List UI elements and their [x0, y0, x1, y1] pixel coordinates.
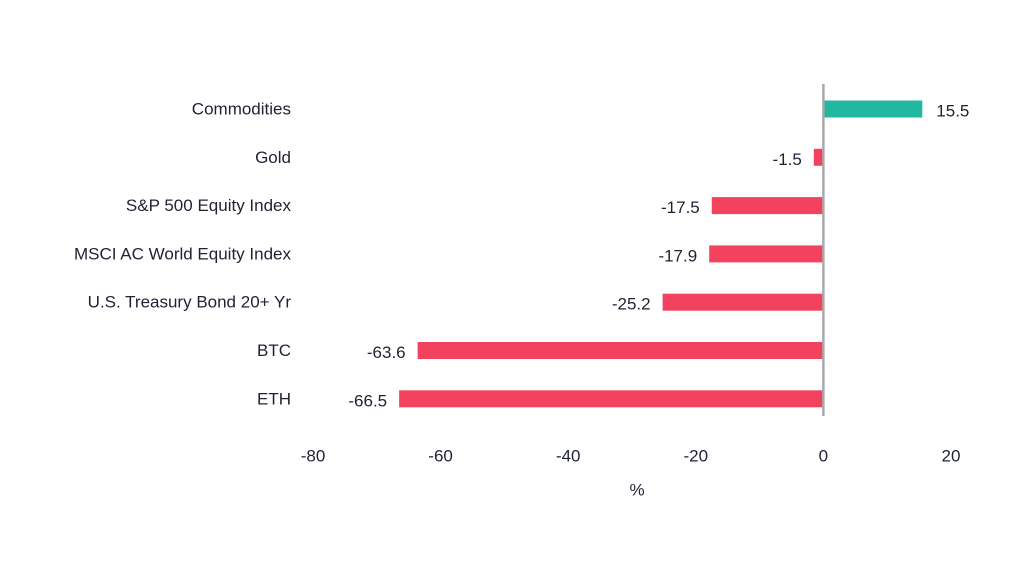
- x-tick-labels: -80 -60 -40 -20 0 20: [301, 447, 961, 466]
- x-tick-label: -40: [556, 447, 581, 466]
- category-label: Gold: [255, 148, 291, 167]
- data-label: -63.6: [367, 343, 406, 362]
- category-label: ETH: [257, 389, 291, 408]
- category-label: Commodities: [192, 100, 291, 119]
- x-tick-label: 0: [819, 447, 828, 466]
- data-label: -66.5: [348, 391, 387, 410]
- x-tick-label: 20: [942, 447, 961, 466]
- bars-layer: [399, 100, 923, 408]
- bar: [399, 390, 824, 408]
- bar: [711, 197, 824, 215]
- value-labels: 15.5 -1.5 -17.5 -17.9 -25.2 -63.6 -66.5: [348, 102, 969, 411]
- x-tick-label: -20: [684, 447, 709, 466]
- x-tick-label: -60: [428, 447, 453, 466]
- bar: [823, 100, 923, 118]
- x-tick-label: -80: [301, 447, 326, 466]
- bar: [709, 245, 824, 263]
- data-label: 15.5: [936, 102, 969, 121]
- bar: [813, 148, 824, 166]
- bar: [417, 342, 824, 359]
- data-label: -1.5: [773, 150, 802, 169]
- bar: [662, 293, 824, 311]
- category-label: BTC: [257, 341, 291, 360]
- category-label: S&P 500 Equity Index: [126, 196, 292, 215]
- x-axis-title: %: [629, 481, 644, 500]
- data-label: -25.2: [612, 295, 651, 314]
- data-label: -17.9: [658, 246, 697, 265]
- category-label: U.S. Treasury Bond 20+ Yr: [88, 293, 292, 312]
- data-label: -17.5: [661, 198, 700, 217]
- category-labels: Commodities Gold S&P 500 Equity Index MSCI …: [74, 100, 291, 409]
- category-label: MSCI AC World Equity Index: [74, 244, 291, 263]
